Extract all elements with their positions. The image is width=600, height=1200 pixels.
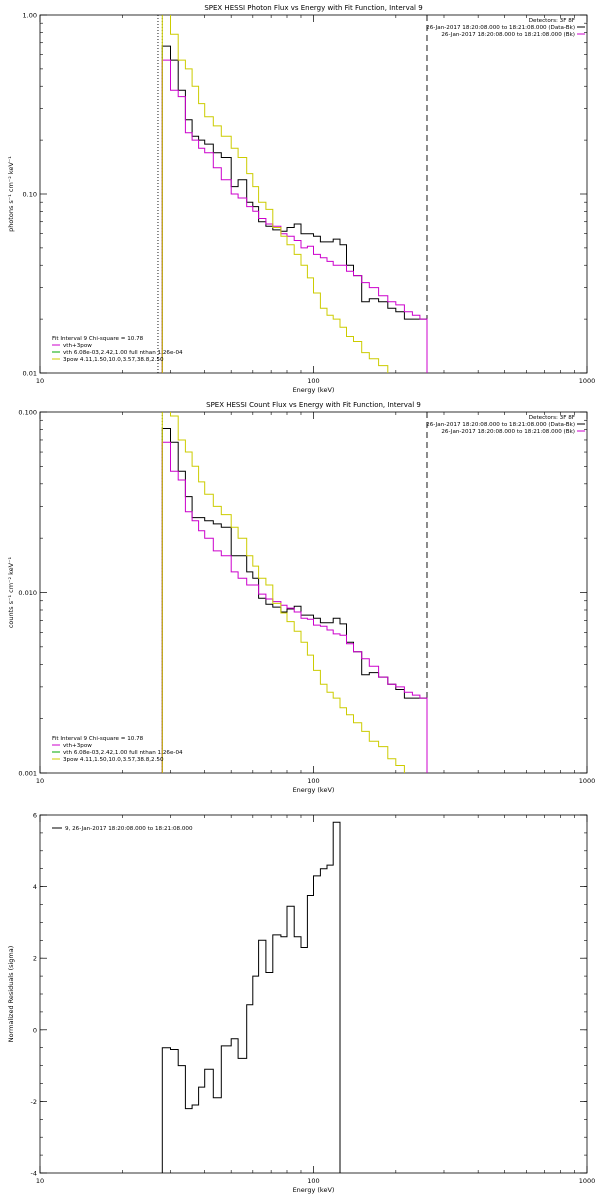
- x-tick-label: 1000: [579, 377, 596, 385]
- photon-flux-plot: 10 100 1000 0.01 0.10 1.00 SPEX HESSI Photon F…: [7, 4, 596, 394]
- legend-header: Detectors: 3F 8F: [529, 18, 575, 24]
- legend-entry-label: 26-Jan-2017 18:20:08.000 to 18:21:08.000…: [441, 429, 575, 435]
- x-axis-label: Energy (keV): [293, 386, 335, 394]
- y-tick-label: 0: [33, 1026, 37, 1034]
- y-tick-label: -2: [31, 1098, 37, 1106]
- y-axis-label: photons s⁻¹ cm⁻² keV⁻¹: [7, 156, 15, 232]
- y-tick-label: 0.010: [18, 589, 37, 597]
- fit-legend-label: 3pow 4.11,1.50,10.0,3.57,38.8,2.50: [63, 757, 164, 763]
- legend-entry-label: 26-Jan-2017 18:20:08.000 to 18:21:08.000…: [426, 25, 575, 31]
- x-tick-label: 10: [36, 377, 44, 385]
- x-axis-label: Energy (keV): [293, 786, 335, 794]
- fit-legend-label: vth 6.08e-03,2.42,1.00 full nthan 1.26e-…: [63, 350, 183, 356]
- x-axis-label: Energy (keV): [293, 1186, 335, 1194]
- x-tick-label: 10: [36, 1177, 44, 1185]
- legend-entry-label: 26-Jan-2017 18:20:08.000 to 18:21:08.000…: [426, 422, 575, 428]
- series-line-bk: [161, 59, 428, 373]
- x-tick-label: 100: [307, 1177, 319, 1185]
- y-axis-label: counts s⁻¹ cm⁻² keV⁻¹: [7, 556, 15, 628]
- y-tick-label: 2: [33, 955, 37, 963]
- chart-title: SPEX HESSI Photon Flux vs Energy with Fi…: [204, 4, 422, 12]
- x-tick-label: 100: [307, 777, 319, 785]
- series-line-residuals: [161, 821, 341, 1173]
- residuals-plot: 10 100 1000 -4 -2 0 2 4 6 Energy (keV) Normalized …: [7, 812, 595, 1195]
- series-line-bk: [161, 441, 428, 773]
- x-tick-label: 1000: [579, 1177, 596, 1185]
- series-line-data-bk: [161, 45, 428, 373]
- x-tick-label: 1000: [579, 777, 596, 785]
- fit-legend-label: vth 6.08e-03,2.42,1.00 full nthan 1.26e-…: [63, 750, 183, 756]
- y-axis-label: Normalized Residuals (sigma): [7, 946, 15, 1043]
- y-tick-label: 1.00: [23, 12, 37, 20]
- series-line-data-bk: [161, 428, 428, 773]
- y-tick-label: 0.001: [18, 770, 37, 778]
- fit-legend-label: vth+3pow: [63, 343, 92, 349]
- y-tick-label: 0.100: [18, 409, 37, 417]
- legend-header: Detectors: 3F 8F: [529, 415, 575, 421]
- legend-entry-label: 26-Jan-2017 18:20:08.000 to 18:21:08.000…: [441, 32, 575, 38]
- series-line-3pow: [161, 15, 428, 373]
- fit-legend-label: 3pow 4.11,1.50,10.0,3.57,38.8,2.50: [63, 357, 164, 363]
- y-tick-label: 6: [33, 812, 37, 820]
- count-flux-plot: 10 100 1000 0.001 0.010 0.100 SPEX HESSI Count…: [7, 401, 596, 794]
- series-line-3pow: [161, 412, 428, 773]
- chart-title: SPEX HESSI Count Flux vs Energy with Fit…: [206, 401, 421, 409]
- x-tick-label: 100: [307, 377, 319, 385]
- fit-legend-header: Fit Interval 9 Chi-square = 10.78: [52, 736, 144, 742]
- fit-legend-label: vth+3pow: [63, 743, 92, 749]
- fit-legend-header: Fit Interval 9 Chi-square = 10.78: [52, 336, 144, 342]
- y-tick-label: 4: [33, 883, 37, 891]
- legend-label: 9, 26-Jan-2017 18:20:08.000 to 18:21:08.…: [65, 826, 193, 832]
- y-tick-label: 0.10: [23, 191, 37, 199]
- y-tick-label: 0.01: [23, 370, 37, 378]
- y-tick-label: -4: [31, 1170, 37, 1178]
- x-tick-label: 10: [36, 777, 44, 785]
